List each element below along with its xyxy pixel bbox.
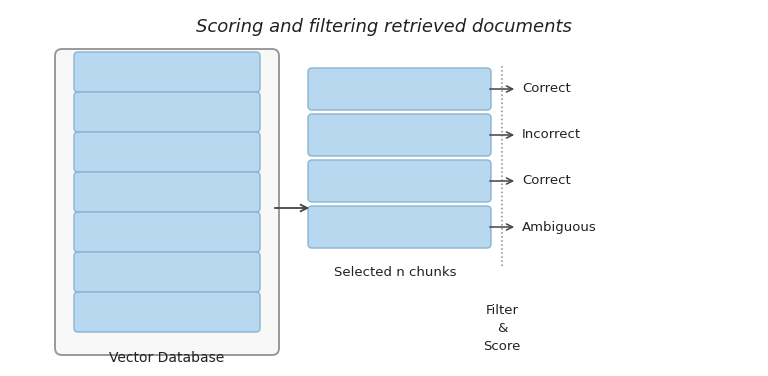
FancyBboxPatch shape xyxy=(308,160,491,202)
FancyBboxPatch shape xyxy=(74,132,260,172)
Text: Ambiguous: Ambiguous xyxy=(522,220,597,233)
Text: Correct: Correct xyxy=(522,82,571,96)
Text: Vector Database: Vector Database xyxy=(109,351,224,365)
FancyBboxPatch shape xyxy=(74,212,260,252)
FancyBboxPatch shape xyxy=(74,292,260,332)
FancyBboxPatch shape xyxy=(74,252,260,292)
Text: Selected n chunks: Selected n chunks xyxy=(334,266,456,279)
FancyBboxPatch shape xyxy=(308,114,491,156)
FancyBboxPatch shape xyxy=(74,92,260,132)
FancyBboxPatch shape xyxy=(74,52,260,92)
Text: Correct: Correct xyxy=(522,174,571,188)
FancyBboxPatch shape xyxy=(74,172,260,212)
Text: Scoring and filtering retrieved documents: Scoring and filtering retrieved document… xyxy=(196,18,572,36)
FancyBboxPatch shape xyxy=(308,68,491,110)
FancyBboxPatch shape xyxy=(55,49,279,355)
FancyBboxPatch shape xyxy=(308,206,491,248)
Text: Incorrect: Incorrect xyxy=(522,129,581,141)
Text: Filter
&
Score: Filter & Score xyxy=(483,304,521,353)
